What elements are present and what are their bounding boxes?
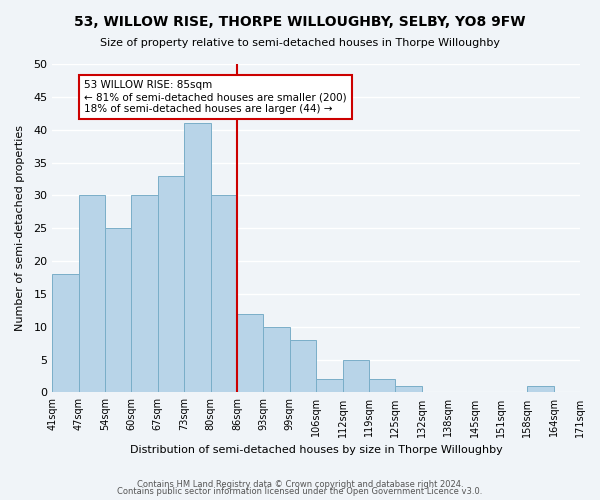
- Text: 53 WILLOW RISE: 85sqm
← 81% of semi-detached houses are smaller (200)
18% of sem: 53 WILLOW RISE: 85sqm ← 81% of semi-deta…: [84, 80, 347, 114]
- Y-axis label: Number of semi-detached properties: Number of semi-detached properties: [15, 125, 25, 331]
- X-axis label: Distribution of semi-detached houses by size in Thorpe Willoughby: Distribution of semi-detached houses by …: [130, 445, 503, 455]
- Bar: [237, 314, 263, 392]
- Bar: [105, 228, 131, 392]
- Bar: [131, 196, 158, 392]
- Bar: [211, 196, 237, 392]
- Bar: [395, 386, 422, 392]
- Bar: [527, 386, 554, 392]
- Bar: [184, 123, 211, 392]
- Text: Contains public sector information licensed under the Open Government Licence v3: Contains public sector information licen…: [118, 487, 482, 496]
- Bar: [316, 380, 343, 392]
- Bar: [52, 274, 79, 392]
- Bar: [79, 196, 105, 392]
- Text: 53, WILLOW RISE, THORPE WILLOUGHBY, SELBY, YO8 9FW: 53, WILLOW RISE, THORPE WILLOUGHBY, SELB…: [74, 15, 526, 29]
- Bar: [343, 360, 369, 392]
- Bar: [290, 340, 316, 392]
- Text: Contains HM Land Registry data © Crown copyright and database right 2024.: Contains HM Land Registry data © Crown c…: [137, 480, 463, 489]
- Text: Size of property relative to semi-detached houses in Thorpe Willoughby: Size of property relative to semi-detach…: [100, 38, 500, 48]
- Bar: [263, 326, 290, 392]
- Bar: [158, 176, 184, 392]
- Bar: [369, 380, 395, 392]
